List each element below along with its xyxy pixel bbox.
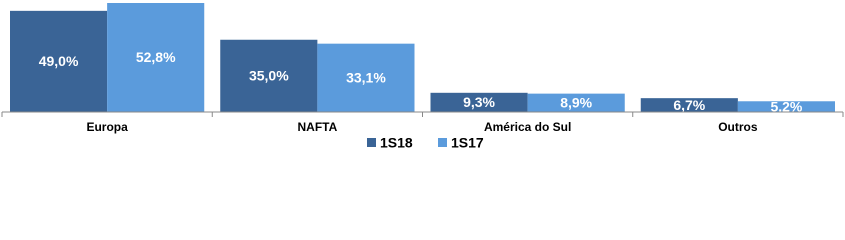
bar: [317, 43, 415, 112]
legend-label: 1S18: [380, 135, 413, 151]
chart: 49,0% 52,8% Europa 35,0% 33,1% NAFTA 9,3% 8,9% A…: [1, 3, 844, 151]
legend-swatch: [438, 138, 447, 147]
value-label: 35,0%: [249, 68, 289, 84]
value-label: 8,9%: [560, 95, 592, 111]
bar: [107, 3, 205, 112]
bar: [10, 10, 108, 113]
bar: [737, 101, 835, 112]
x-tick-label: NAFTA: [297, 120, 337, 134]
legend-label: 1S17: [451, 135, 484, 151]
x-tick-label: Europa: [86, 120, 128, 134]
value-label: 6,7%: [673, 97, 705, 113]
value-label: 49,0%: [39, 53, 79, 69]
bar: [527, 93, 625, 112]
x-tick-label: Outros: [718, 120, 758, 134]
value-label: 5,2%: [770, 98, 802, 114]
value-label: 9,3%: [463, 94, 495, 110]
value-label: 52,8%: [136, 49, 176, 65]
x-tick-label: América do Sul: [484, 120, 571, 134]
bar: [430, 92, 528, 112]
value-label: 33,1%: [346, 70, 386, 86]
bar: [220, 39, 318, 112]
bar: [640, 98, 738, 112]
legend-swatch: [367, 138, 376, 147]
